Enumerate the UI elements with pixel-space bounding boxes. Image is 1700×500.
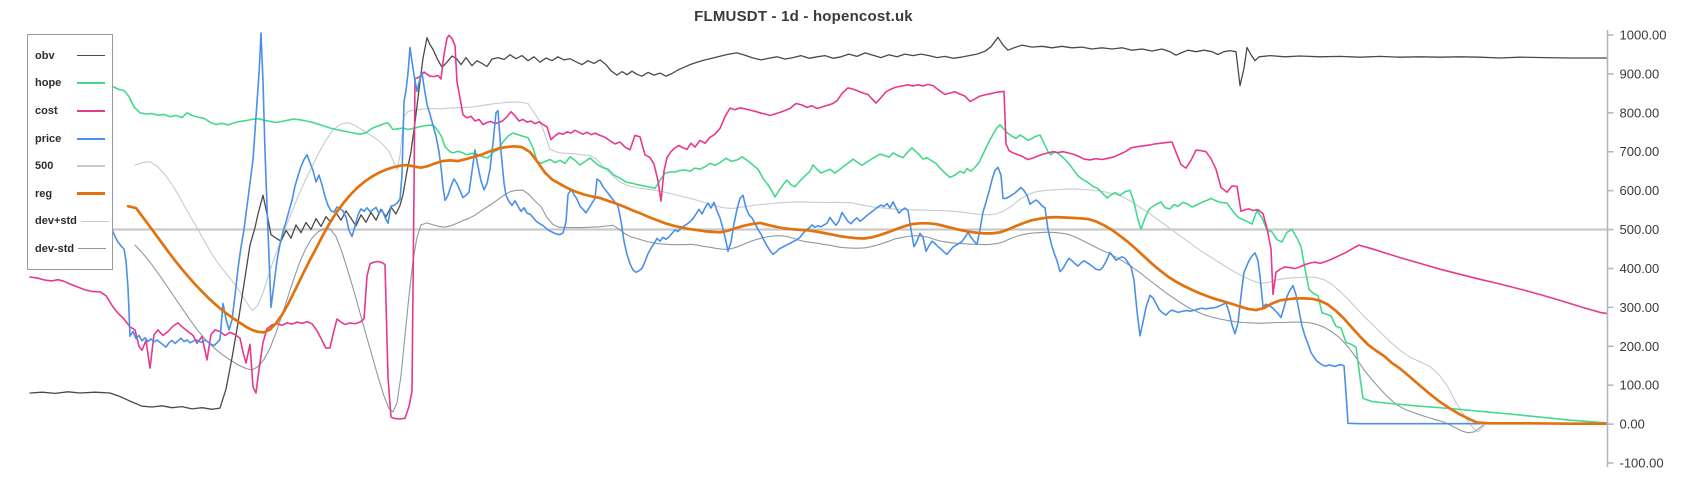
legend-item-obv: obv: [35, 42, 105, 70]
legend-swatch-line: [77, 82, 105, 85]
legend-label: dev-std: [35, 242, 75, 255]
legend-item-price: price: [35, 125, 105, 153]
series-hope: [107, 85, 1608, 424]
series-price: [111, 32, 1608, 425]
legend-label: price: [35, 132, 62, 145]
chart-title: FLMUSDT - 1d - hopencost.uk: [694, 8, 913, 25]
legend-swatch-line: [77, 137, 105, 140]
legend-item-devminusstd: dev-std: [35, 235, 107, 263]
series-reg: [126, 144, 1609, 426]
legend-item-devplusstd: dev+std: [35, 208, 109, 236]
y-tick-label: 700.00: [1620, 144, 1660, 159]
legend-swatch-line: [78, 248, 107, 250]
series-devplus-std: [134, 101, 1486, 433]
legend-label: obv: [35, 49, 55, 62]
y-axis: 1000.00 900.00 800.00 700.00 600.00 500.00 400…: [1606, 28, 1667, 471]
legend-label: 500: [35, 160, 54, 173]
legend-swatch-line: [77, 109, 105, 112]
y-tick-label: 200.00: [1620, 339, 1660, 354]
y-tick-label: 0.00: [1620, 417, 1645, 432]
y-tick-label: 900.00: [1620, 66, 1660, 81]
legend-swatch-line: [77, 192, 105, 196]
legend-label: hope: [35, 77, 62, 90]
y-tick-label: 600.00: [1620, 183, 1660, 198]
legend: obv hope cost price 500 reg dev+std dev-std: [27, 34, 113, 270]
legend-swatch-line: [80, 220, 109, 222]
series-obv: [29, 36, 1608, 410]
y-tick-label: 400.00: [1620, 261, 1660, 276]
legend-label: cost: [35, 104, 58, 117]
legend-item-hope: hope: [35, 70, 105, 98]
legend-item-500: 500: [35, 152, 105, 180]
legend-label: dev+std: [35, 215, 77, 228]
legend-swatch-line: [77, 165, 105, 168]
legend-item-reg: reg: [35, 180, 105, 208]
y-tick-label: 100.00: [1620, 378, 1660, 393]
y-tick-label: -100.00: [1620, 456, 1664, 471]
y-tick-label: 300.00: [1620, 300, 1660, 315]
series-dev-std: [134, 189, 1484, 434]
series-cost: [29, 34, 1608, 420]
legend-swatch-line: [77, 55, 105, 57]
y-tick-label: 500.00: [1620, 222, 1660, 237]
y-tick-label: 1000.00: [1620, 28, 1667, 43]
legend-item-cost: cost: [35, 97, 105, 125]
y-tick-label: 800.00: [1620, 105, 1660, 120]
legend-label: reg: [35, 187, 53, 200]
